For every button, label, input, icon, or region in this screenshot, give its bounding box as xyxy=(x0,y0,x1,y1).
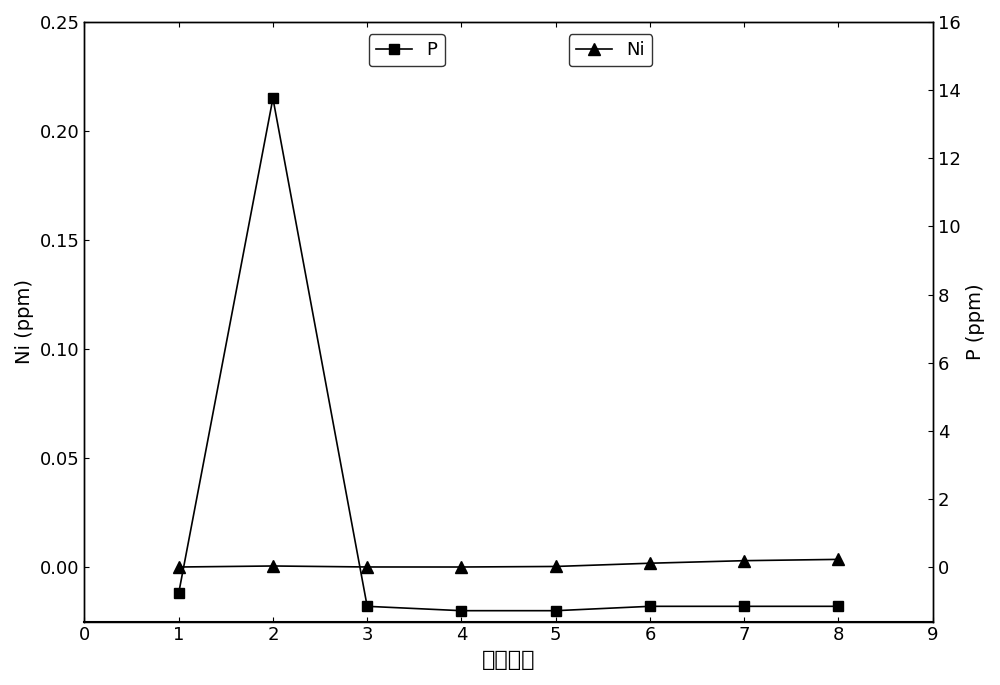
Line: Ni: Ni xyxy=(173,553,844,573)
Line: P: P xyxy=(174,93,843,616)
Ni xyxy=(832,556,844,564)
Ni xyxy=(738,556,750,564)
Ni xyxy=(267,562,279,570)
P xyxy=(173,589,185,597)
P xyxy=(267,95,279,103)
Y-axis label: P (ppm): P (ppm) xyxy=(966,284,985,360)
Legend: Ni: Ni xyxy=(569,34,652,66)
Ni xyxy=(550,562,562,571)
P xyxy=(738,602,750,610)
P xyxy=(361,602,373,610)
P xyxy=(550,607,562,615)
P xyxy=(455,607,467,615)
Y-axis label: Ni (ppm): Ni (ppm) xyxy=(15,279,34,364)
Ni xyxy=(173,563,185,571)
P xyxy=(644,602,656,610)
Ni xyxy=(361,563,373,571)
Ni xyxy=(455,563,467,571)
Ni xyxy=(644,559,656,567)
P xyxy=(832,602,844,610)
X-axis label: 洗脱次数: 洗脱次数 xyxy=(482,650,535,670)
